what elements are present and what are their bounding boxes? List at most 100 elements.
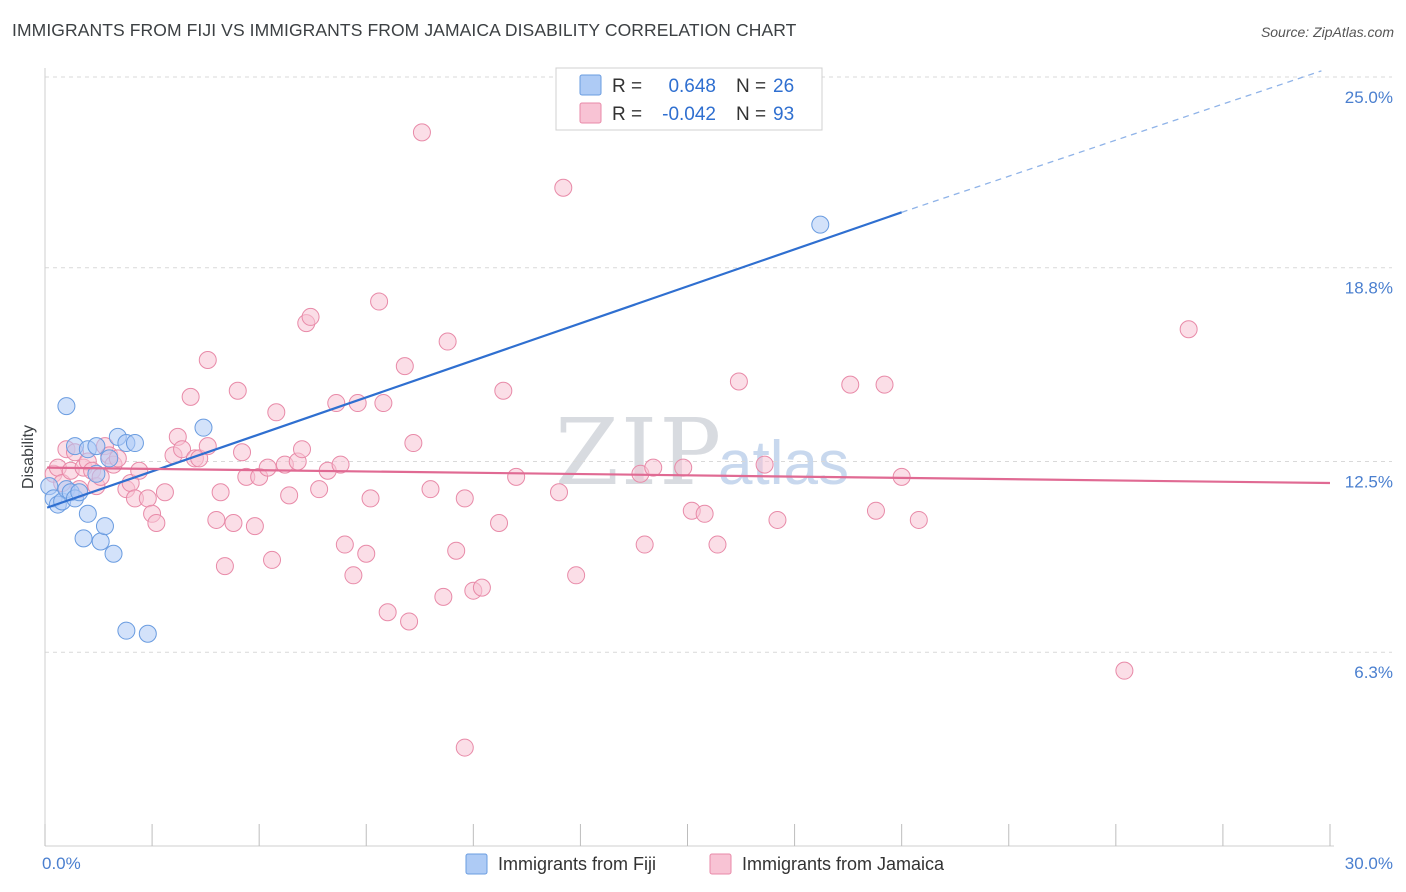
- jamaica-point-36: [228, 381, 247, 400]
- jamaica-point-64: [404, 434, 423, 453]
- jamaica-point-59: [370, 292, 389, 311]
- legend-n-value-fiji: 26: [773, 76, 794, 97]
- fiji-point-12: [78, 504, 97, 523]
- jamaica-point-34: [215, 557, 234, 576]
- jamaica-point-61: [378, 603, 397, 622]
- jamaica-point-54: [335, 535, 354, 554]
- jamaica-point-84: [695, 504, 714, 523]
- jamaica-point-50: [310, 480, 329, 499]
- legend-r-label-fiji: R =: [612, 76, 642, 97]
- jamaica-point-88: [768, 510, 787, 529]
- fiji-point-15: [91, 532, 110, 551]
- jamaica-point-70: [455, 489, 474, 508]
- jamaica-point-68: [438, 332, 457, 351]
- jamaica-point-49: [301, 307, 320, 326]
- x-tick-label-max: 30.0%: [1345, 854, 1393, 873]
- jamaica-point-22: [147, 514, 166, 533]
- watermark-atlas: atlas: [718, 429, 849, 498]
- jamaica-point-63: [400, 612, 419, 631]
- y-tick-label-3: 6.3%: [1354, 663, 1393, 682]
- jamaica-point-20: [138, 489, 157, 508]
- jamaica-point-55: [344, 566, 363, 585]
- bottom-legend-label-fiji: Immigrants from Fiji: [498, 854, 656, 874]
- legend-swatch-jamaica: [579, 102, 602, 124]
- jamaica-point-23: [155, 483, 174, 502]
- jamaica-point-53: [331, 455, 350, 474]
- jamaica-point-26: [173, 440, 192, 459]
- jamaica-point-75: [507, 467, 526, 486]
- fiji-point-16: [95, 517, 114, 536]
- gridlines: [45, 76, 1392, 653]
- jamaica-point-43: [267, 403, 286, 422]
- jamaica-point-74: [494, 381, 513, 400]
- fiji-point-23: [138, 624, 157, 643]
- jamaica-point-31: [198, 350, 217, 369]
- fiji-point-9: [70, 483, 89, 502]
- source-label: Source: ZipAtlas.com: [1260, 24, 1394, 40]
- jamaica-point-82: [674, 458, 693, 477]
- legend-r-label-jamaica: R =: [612, 104, 642, 125]
- bottom-legend-swatch-jamaica: [709, 853, 732, 875]
- jamaica-point-37: [233, 443, 252, 462]
- jamaica-point-93: [909, 510, 928, 529]
- x-axis-ticks: [44, 824, 1331, 846]
- jamaica-point-66: [421, 480, 440, 499]
- watermark-zip: ZIP: [555, 399, 723, 506]
- jamaica-point-58: [361, 489, 380, 508]
- jamaica-point-89: [841, 375, 860, 394]
- jamaica-point-87: [755, 455, 774, 474]
- chart-title: IMMIGRANTS FROM FIJI VS IMMIGRANTS FROM …: [12, 20, 797, 40]
- fiji-point-21: [125, 434, 144, 453]
- jamaica-point-77: [554, 178, 573, 197]
- jamaica-point-69: [447, 541, 466, 560]
- jamaica-point-33: [211, 483, 230, 502]
- y-axis-label: Disability: [20, 425, 37, 489]
- jamaica-point-65: [412, 123, 431, 142]
- jamaica-point-91: [875, 375, 894, 394]
- jamaica-point-81: [644, 458, 663, 477]
- legend-swatch-fiji: [579, 74, 602, 96]
- jamaica-point-76: [550, 483, 568, 502]
- jamaica-point-73: [490, 514, 509, 533]
- fiji-point-22: [117, 621, 136, 640]
- legend-n-value-jamaica: 93: [773, 104, 794, 125]
- jamaica-trend-line: [47, 466, 1331, 485]
- y-tick-label-2: 12.5%: [1345, 473, 1393, 492]
- fiji-point-14: [87, 437, 106, 456]
- legend-n-label-jamaica: N =: [736, 104, 766, 125]
- jamaica-point-90: [866, 501, 885, 520]
- fiji-trend-line: [46, 211, 903, 509]
- jamaica-point-86: [729, 372, 748, 391]
- fiji-point-18: [104, 544, 123, 563]
- jamaica-point-62: [395, 357, 414, 376]
- jamaica-point-72: [472, 578, 491, 597]
- legend-n-label-fiji: N =: [736, 76, 766, 97]
- y-tick-labels: 25.0% 18.8% 12.5% 6.3%: [1345, 88, 1393, 682]
- legend-r-value-jamaica: -0.042: [662, 104, 716, 125]
- jamaica-point-39: [245, 517, 264, 536]
- bottom-legend-swatch-fiji: [465, 853, 488, 875]
- fiji-point-6: [57, 397, 76, 416]
- jamaica-point-60: [374, 394, 393, 413]
- bottom-legend: Immigrants from Fiji Immigrants from Jam…: [465, 853, 945, 875]
- x-tick-label-min: 0.0%: [42, 854, 81, 873]
- jamaica-series: [44, 123, 1198, 757]
- fiji-point-13: [87, 464, 106, 483]
- y-tick-label-0: 25.0%: [1345, 88, 1393, 107]
- jamaica-point-96: [455, 738, 474, 757]
- legend-r-value-fiji: 0.648: [668, 76, 716, 97]
- jamaica-point-45: [280, 486, 299, 505]
- jamaica-point-27: [181, 387, 200, 406]
- jamaica-point-67: [434, 587, 453, 606]
- jamaica-point-32: [207, 510, 226, 529]
- jamaica-point-47: [293, 440, 311, 459]
- fiji-point-25: [811, 215, 830, 234]
- fiji-point-10: [74, 529, 93, 548]
- jamaica-point-78: [567, 566, 586, 585]
- jamaica-point-85: [708, 535, 727, 554]
- fiji-trend-line-extension: [901, 70, 1322, 213]
- jamaica-point-95: [1179, 320, 1198, 339]
- legend: R = 0.648 N = 26 R = -0.042 N = 93: [555, 67, 823, 131]
- fiji-series: [40, 215, 830, 643]
